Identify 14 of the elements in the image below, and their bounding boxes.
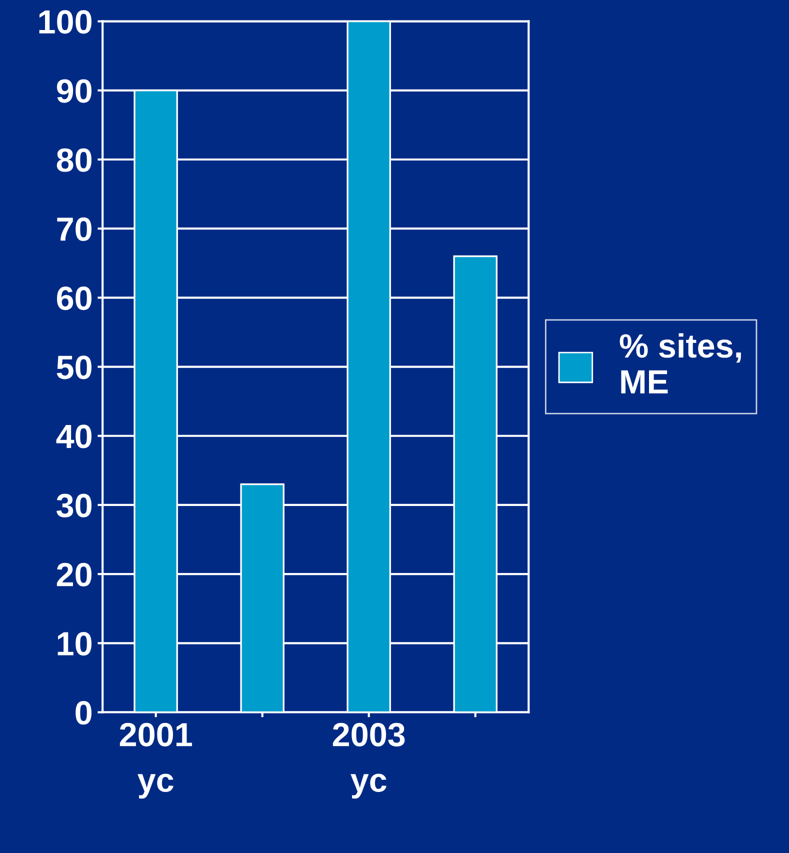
y-tick-label: 0: [76, 701, 92, 725]
y-tick-label: 30: [56, 494, 92, 518]
y-tick-label: 40: [56, 424, 92, 448]
y-tick-label: 60: [56, 286, 92, 310]
y-tick-label: 100: [39, 10, 92, 34]
y-tick-label: 50: [56, 356, 92, 380]
y-tick-label: 10: [58, 632, 92, 656]
x-tick-label: 2001 yc: [120, 722, 192, 799]
y-tick-label: 70: [57, 217, 92, 242]
y-tick-label: 80: [56, 148, 92, 172]
x-tick-label: 2003 yc: [332, 722, 405, 799]
y-tick-label: 90: [56, 79, 92, 103]
y-tick-label: 20: [56, 562, 92, 586]
legend-label: % sites, ME: [620, 333, 741, 394]
